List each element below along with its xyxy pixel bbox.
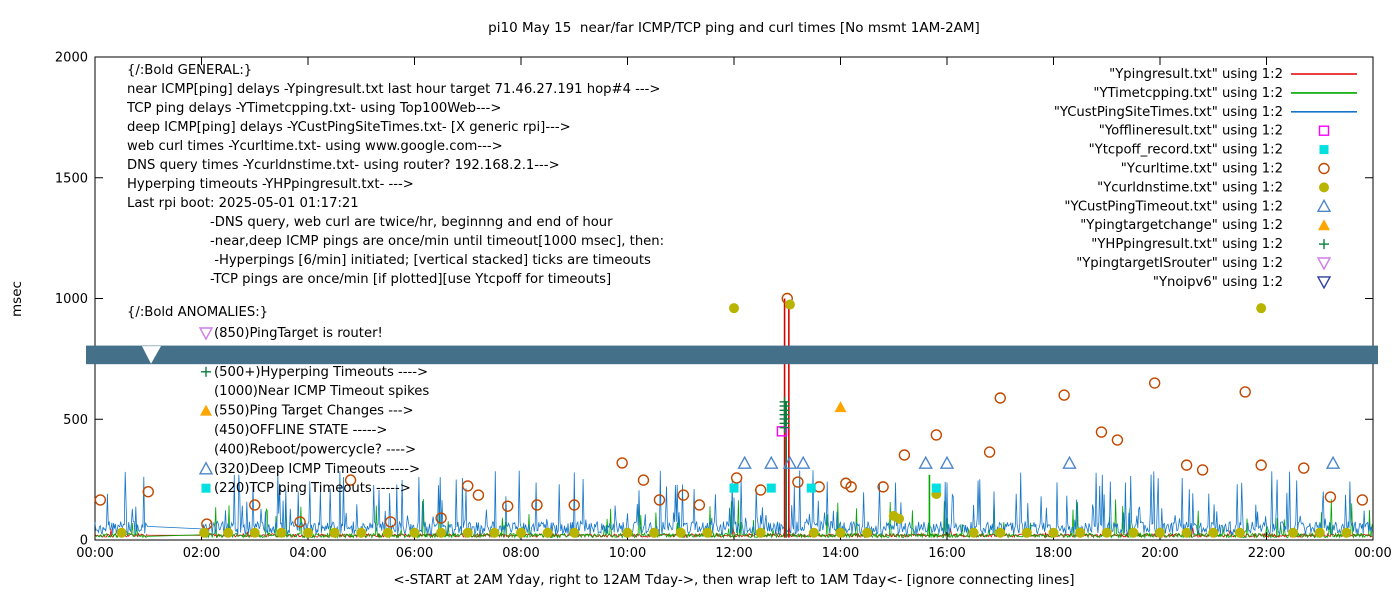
svg-text:14:00: 14:00 [822, 546, 859, 561]
svg-text:500: 500 [63, 413, 88, 428]
svg-text:10:00: 10:00 [609, 546, 646, 561]
series-Ytcpoff_record [729, 483, 941, 493]
svg-text:"Ytcpoff_record.txt" using 1:2: "Ytcpoff_record.txt" using 1:2 [1089, 143, 1283, 158]
svg-text:Hyperping timeouts -YHPpingres: Hyperping timeouts -YHPpingresult.txt- -… [127, 177, 414, 192]
svg-text:12:00: 12:00 [715, 546, 752, 561]
svg-text:04:00: 04:00 [289, 546, 326, 561]
svg-text:1500: 1500 [55, 171, 88, 186]
axes: 0 500 1000 1500 2000 00:00 02:00 04:00 06:00 08:0… [55, 51, 1392, 562]
svg-text:08:00: 08:00 [502, 546, 539, 561]
svg-text:"YTimetcpping.txt" using 1:2: "YTimetcpping.txt" using 1:2 [1093, 86, 1283, 101]
svg-text:{/:Bold ANOMALIES:}: {/:Bold ANOMALIES:} [127, 305, 268, 320]
annotations-anomalies: {/:Bold ANOMALIES:} (850)PingTarget is ro… [127, 305, 429, 496]
x-axis-label: <-START at 2AM Yday, right to 12AM Tday-… [393, 572, 1075, 588]
series-YCustPingTimeout [737, 455, 1341, 469]
svg-text:"Ycurldnstime.txt" using 1:2: "Ycurldnstime.txt" using 1:2 [1097, 180, 1283, 195]
svg-text:(220)TCP ping Timeouts ----->: (220)TCP ping Timeouts -----> [214, 481, 411, 496]
svg-text:Last rpi boot: 2025-05-01 01:1: Last rpi boot: 2025-05-01 01:17:21 [127, 196, 359, 211]
svg-text:(400)Reboot/powercycle? ---->: (400)Reboot/powercycle? ----> [214, 442, 416, 457]
svg-text:(320)Deep ICMP Timeouts ---->: (320)Deep ICMP Timeouts ----> [214, 462, 420, 477]
svg-text:"Ypingtargetchange" using 1:2: "Ypingtargetchange" using 1:2 [1080, 218, 1283, 233]
svg-text:"YCustPingTimeout.txt" using 1: "YCustPingTimeout.txt" using 1:2 [1064, 199, 1283, 214]
svg-text:-Hyperpings [6/min] initiated;: -Hyperpings [6/min] initiated; [vertical… [210, 253, 651, 268]
series-Ycurltime [94, 292, 1369, 530]
svg-text:22:00: 22:00 [1248, 546, 1285, 561]
svg-text:"YHPpingresult.txt" using 1:2: "YHPpingresult.txt" using 1:2 [1091, 237, 1283, 252]
svg-text:06:00: 06:00 [396, 546, 433, 561]
svg-text:0: 0 [80, 534, 88, 549]
svg-text:(550)Ping Target Changes --->: (550)Ping Target Changes ---> [214, 404, 414, 419]
svg-text:DNS query times -Ycurldnstime.: DNS query times -Ycurldnstime.txt- using… [127, 158, 560, 173]
svg-text:-TCP pings are once/min [if pl: -TCP pings are once/min [if plotted][use… [210, 272, 611, 287]
svg-text:"YCustPingSiteTimes.txt" using: "YCustPingSiteTimes.txt" using 1:2 [1054, 105, 1283, 120]
svg-text:web curl times -Ycurltime.txt-: web curl times -Ycurltime.txt- using www… [127, 139, 503, 154]
svg-text:16:00: 16:00 [928, 546, 965, 561]
svg-text:02:00: 02:00 [183, 546, 220, 561]
svg-text:"Ycurltime.txt" using 1:2: "Ycurltime.txt" using 1:2 [1121, 162, 1283, 177]
series-YCustPingSiteTimes [94, 470, 1373, 537]
svg-text:1000: 1000 [55, 292, 88, 307]
offline-band [86, 345, 1378, 365]
annotations-general: {/:Bold GENERAL:} near ICMP[ping] delays … [126, 63, 664, 287]
svg-text:2000: 2000 [55, 51, 88, 66]
chart-title: pi10 May 15 near/far ICMP/TCP ping and c… [488, 20, 980, 36]
svg-text:(850)PingTarget is router!: (850)PingTarget is router! [214, 326, 383, 341]
svg-text:TCP ping delays -YTimetcpping.: TCP ping delays -YTimetcpping.txt- using… [126, 101, 501, 116]
svg-text:deep ICMP[ping] delays -YCustP: deep ICMP[ping] delays -YCustPingSiteTim… [127, 120, 571, 135]
series-YHPpingresult [779, 396, 790, 433]
series-Ypingtargetchange [834, 401, 847, 413]
event-spikes [783, 298, 931, 538]
svg-text:"Ynoipv6" using 1:2: "Ynoipv6" using 1:2 [1153, 275, 1283, 290]
legend: "Ypingresult.txt" using 1:2 "YTimetcpping… [1054, 67, 1357, 290]
svg-text:"Ypingresult.txt" using 1:2: "Ypingresult.txt" using 1:2 [1109, 67, 1283, 82]
svg-text:20:00: 20:00 [1141, 546, 1178, 561]
svg-text:"YpingtargetISrouter" using 1:: "YpingtargetISrouter" using 1:2 [1076, 256, 1283, 271]
svg-text:-DNS query, web curl are twice: -DNS query, web curl are twice/hr, begin… [210, 215, 613, 230]
svg-text:(500+)Hyperping Timeouts ---->: (500+)Hyperping Timeouts ----> [214, 365, 428, 380]
series-Yofflineresult [776, 426, 788, 437]
svg-text:00:00: 00:00 [1354, 546, 1391, 561]
svg-text:"Yofflineresult.txt" using 1:2: "Yofflineresult.txt" using 1:2 [1099, 124, 1283, 139]
y-axis-label: msec [9, 281, 25, 317]
svg-text:-near,deep ICMP pings are once: -near,deep ICMP pings are once/min until… [210, 234, 664, 249]
svg-text:near ICMP[ping] delays -Ypingr: near ICMP[ping] delays -Ypingresult.txt … [127, 82, 661, 97]
svg-text:00:00: 00:00 [76, 546, 113, 561]
svg-text:(450)OFFLINE STATE ----->: (450)OFFLINE STATE -----> [214, 423, 387, 438]
svg-text:18:00: 18:00 [1035, 546, 1072, 561]
series-Ycurldnstime [116, 299, 1352, 538]
svg-text:{/:Bold GENERAL:}: {/:Bold GENERAL:} [127, 63, 252, 78]
svg-text:(1000)Near ICMP Timeout spikes: (1000)Near ICMP Timeout spikes [214, 384, 429, 399]
